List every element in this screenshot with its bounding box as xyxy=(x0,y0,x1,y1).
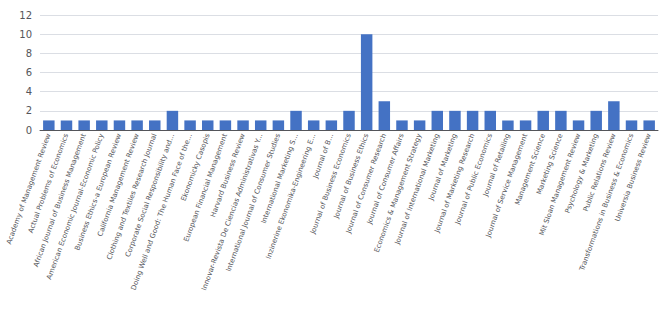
svg-text:Journal of Marketing Research: Journal of Marketing Research xyxy=(433,132,477,234)
svg-text:Journal of Consumer Research: Journal of Consumer Research xyxy=(344,132,389,235)
svg-text:Universia Business Review: Universia Business Review xyxy=(614,132,653,222)
svg-text:Journal of Retailing: Journal of Retailing xyxy=(481,132,512,198)
svg-text:Inzinerine Ekonomika-Engineeri: Inzinerine Ekonomika-Engineering E... xyxy=(265,133,318,260)
svg-text:6: 6 xyxy=(26,67,32,78)
svg-text:8: 8 xyxy=(26,48,32,59)
svg-text:Journal of Public Economics: Journal of Public Economics xyxy=(453,132,494,226)
svg-text:Academy of Management Review: Academy of Management Review xyxy=(5,132,53,246)
svg-text:Corporate Social Responsibilit: Corporate Social Responsibility and... xyxy=(124,132,177,259)
svg-text:European Financial Management: European Financial Management xyxy=(182,132,230,243)
svg-text:Journal of Service Management: Journal of Service Management xyxy=(484,132,530,239)
svg-text:4: 4 xyxy=(26,86,32,97)
svg-text:Doing Well and Good: The Human: Doing Well and Good: The Human Face of t… xyxy=(130,133,194,292)
svg-text:Innovar-Revista De Ciencias Ad: Innovar-Revista De Ciencias Administrati… xyxy=(200,132,265,292)
svg-text:Public Relations Review: Public Relations Review xyxy=(582,132,618,213)
svg-text:Management Science: Management Science xyxy=(513,132,547,207)
svg-text:Psychology & Marketing: Psychology & Marketing xyxy=(563,132,600,215)
svg-text:California Management Review: California Management Review xyxy=(96,132,141,238)
svg-text:Journal of B...: Journal of B... xyxy=(311,132,336,180)
svg-text:10: 10 xyxy=(19,29,32,40)
svg-text:Mit Sloan Management Review: Mit Sloan Management Review xyxy=(537,132,583,237)
svg-text:Journal of Marketing: Journal of Marketing xyxy=(427,132,459,202)
svg-text:Harvard Business Review: Harvard Business Review xyxy=(209,132,247,219)
svg-text:Actual Problems of Economics: Actual Problems of Economics xyxy=(26,132,71,235)
svg-text:Business Ethics-a European Rev: Business Ethics-a European Review xyxy=(73,132,124,252)
svg-text:Marketing Science: Marketing Science xyxy=(535,132,565,196)
svg-text:Journal of Business Ethics: Journal of Business Ethics xyxy=(332,132,371,220)
svg-text:12: 12 xyxy=(19,10,32,21)
svg-text:Clothing and Textiles Research: Clothing and Textiles Research Journal xyxy=(105,132,159,261)
svg-text:International Journal of Consu: International Journal of Consumer Studie… xyxy=(224,132,283,273)
svg-text:Journal of Consumer Affairs: Journal of Consumer Affairs xyxy=(365,132,406,226)
svg-text:Transformations in Business &: Transformations in Business & Economics xyxy=(578,132,636,272)
svg-text:2: 2 xyxy=(26,105,32,116)
svg-text:Ekonomicky Casopis: Ekonomicky Casopis xyxy=(179,132,212,203)
svg-text:0: 0 xyxy=(26,125,32,136)
svg-text:Journal of Business Economics: Journal of Business Economics xyxy=(309,132,353,235)
svg-text:African Journal of Business Ma: African Journal of Business Management xyxy=(32,132,88,269)
svg-text:International Marketing S...: International Marketing S... xyxy=(259,132,300,225)
svg-text:Economics & Management Strateg: Economics & Management Strategy xyxy=(372,132,424,254)
svg-text:Journal of International Marke: Journal of International Marketing xyxy=(393,132,441,246)
svg-text:American Economic Journal-Econ: American Economic Journal-Economic Polic… xyxy=(45,132,106,281)
